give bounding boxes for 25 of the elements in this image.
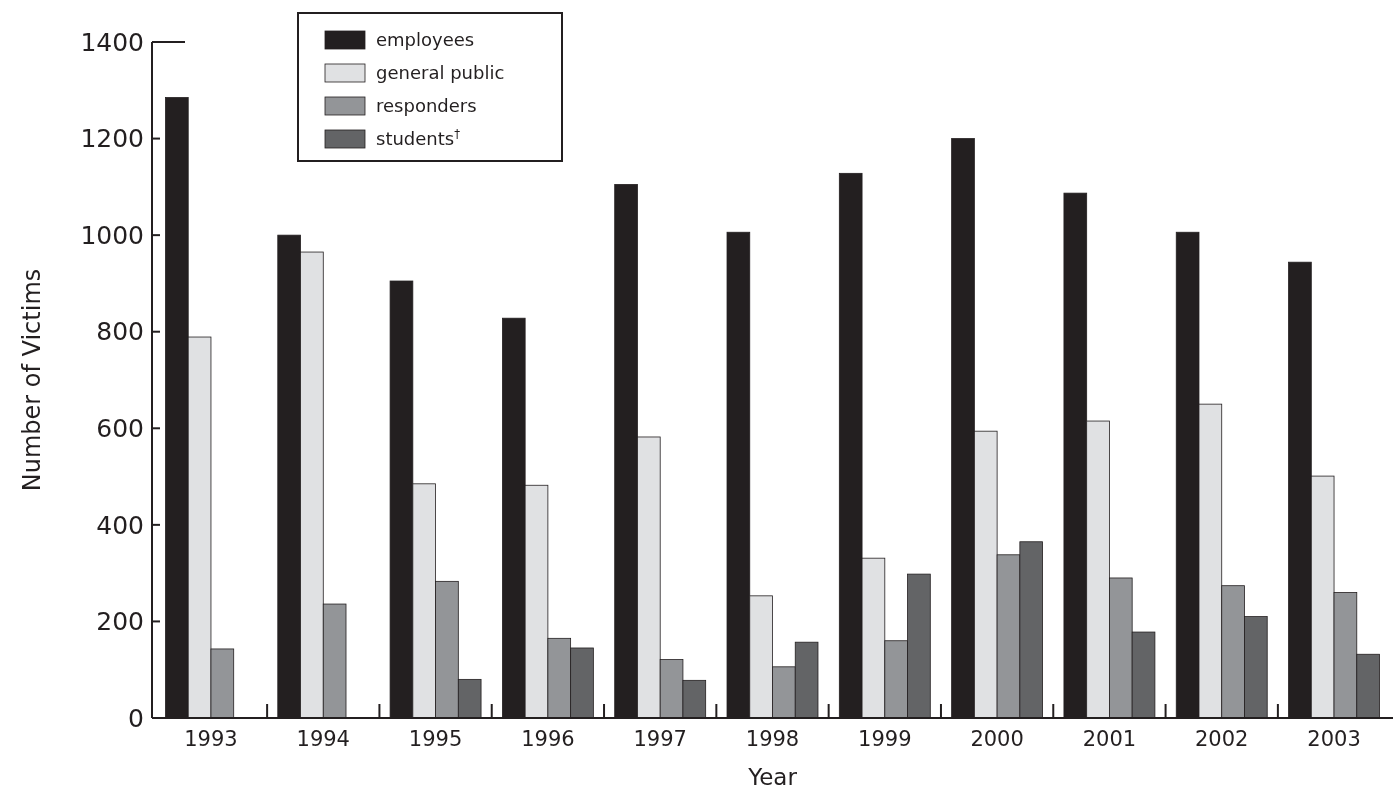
legend-label: students$^{†}$ (376, 127, 461, 150)
y-tick-label: 400 (96, 510, 144, 540)
legend-label: general public (376, 62, 505, 84)
legend-label: responders (376, 95, 477, 117)
x-tick-label: 1998 (745, 727, 800, 751)
y-tick-label: 200 (96, 607, 144, 637)
x-tick-label: 1996 (521, 727, 575, 751)
y-tick-label: 0 (128, 703, 144, 733)
x-tick-label: 2003 (1307, 727, 1361, 751)
y-tick-label: 1200 (80, 124, 144, 154)
x-tick-label: 1997 (633, 727, 687, 751)
y-tick-label: 800 (96, 317, 144, 347)
x-tick-label: 1993 (184, 727, 238, 751)
y-tick-label: 1400 (80, 27, 144, 57)
x-tick-label: 1994 (296, 727, 350, 751)
x-tick-label: 2001 (1082, 727, 1137, 751)
x-tick-label: 2000 (970, 727, 1024, 751)
y-tick-label: 1000 (80, 220, 144, 250)
x-tick-label: 2002 (1195, 727, 1249, 751)
legend-label: employees (376, 29, 475, 51)
x-axis-title: Year (747, 764, 798, 790)
x-tick-label: 1995 (408, 727, 463, 751)
y-tick-label: 600 (96, 414, 144, 444)
x-tick-label: 1999 (858, 727, 912, 751)
y-axis-title: Number of Victims (18, 268, 46, 492)
